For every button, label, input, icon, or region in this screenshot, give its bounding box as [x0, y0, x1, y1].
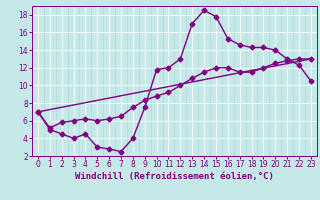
- X-axis label: Windchill (Refroidissement éolien,°C): Windchill (Refroidissement éolien,°C): [75, 172, 274, 181]
